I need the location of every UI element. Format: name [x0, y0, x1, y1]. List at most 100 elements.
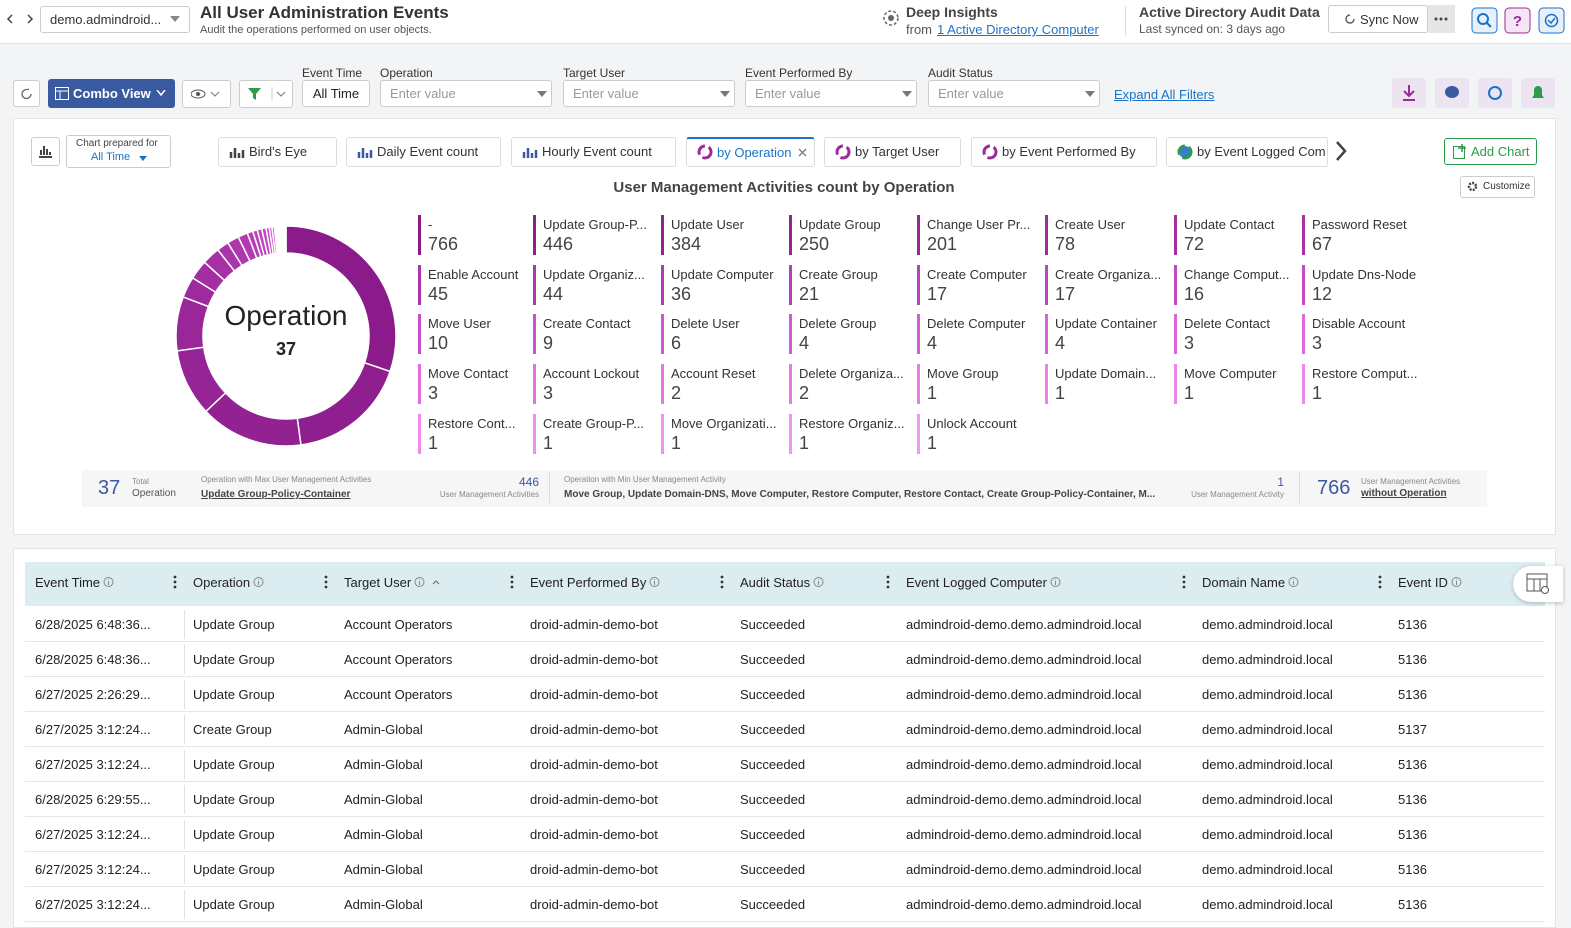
info-icon — [414, 576, 444, 588]
last-synced: Last synced on: 3 days ago — [1139, 22, 1285, 36]
legend-label: Enable Account — [428, 267, 518, 282]
legend-marker — [661, 414, 664, 454]
min-value: 1 — [1240, 475, 1284, 489]
legend-marker — [418, 215, 421, 255]
table-cell: droid-admin-demo-bot — [530, 897, 658, 912]
table-cell: droid-admin-demo-bot — [530, 757, 658, 772]
max-name[interactable]: Update Group-Policy-Container — [201, 489, 350, 500]
column-header[interactable]: Event Logged Computer — [906, 575, 1047, 590]
info-icon — [813, 576, 825, 588]
column-header[interactable]: Target User — [344, 575, 411, 590]
without-link[interactable]: without Operation — [1361, 488, 1447, 499]
table-cell: 5136 — [1398, 897, 1427, 912]
legend-value: 384 — [671, 234, 701, 255]
sort-arrow — [433, 581, 439, 584]
legend-marker — [789, 314, 792, 354]
legend-label: Change Comput... — [1184, 267, 1290, 282]
row-divider — [184, 680, 185, 709]
add-chart-label: Add Chart — [1471, 144, 1530, 159]
legend-label: Update Domain... — [1055, 366, 1156, 381]
menu-dot — [1379, 586, 1382, 589]
legend-label: Create Group-P... — [543, 416, 644, 431]
column-header[interactable]: Event Performed By — [530, 575, 646, 590]
summary-total-label: Total — [132, 477, 149, 486]
row-divider — [184, 645, 185, 674]
menu-dot — [174, 586, 177, 589]
legend-label: Delete Group — [799, 316, 876, 331]
legend-label: Update Container — [1055, 316, 1157, 331]
legend-label: Disable Account — [1312, 316, 1405, 331]
column-header[interactable]: Event Time — [35, 575, 100, 590]
without-unit: User Management Activities — [1361, 477, 1460, 486]
tab-close-icon[interactable] — [798, 148, 807, 157]
legend-marker — [1174, 215, 1177, 255]
menu-dot — [511, 576, 514, 579]
column-menu[interactable] — [324, 575, 328, 589]
row-divider — [184, 785, 185, 814]
legend-value: 10 — [428, 333, 448, 354]
legend-value: 3 — [543, 383, 553, 404]
workspace-name: demo.admindroid... — [50, 12, 161, 27]
column-header[interactable]: Audit Status — [740, 575, 810, 590]
filter-label: Event Performed By — [745, 66, 852, 80]
prepared-for-label: Chart prepared for — [76, 138, 158, 149]
menu-dot — [1379, 576, 1382, 579]
chart-icon — [38, 143, 53, 158]
legend-value: 1 — [1055, 383, 1065, 404]
column-header[interactable]: Domain Name — [1202, 575, 1285, 590]
table-cell: admindroid-demo.demo.admindroid.local — [906, 687, 1142, 702]
more-dots — [1434, 17, 1448, 21]
column-menu[interactable] — [510, 575, 514, 589]
page-title: All User Administration Events — [200, 3, 449, 23]
legend-label: - — [428, 217, 432, 232]
table-cell: Admin-Global — [344, 792, 423, 807]
column-header[interactable]: Operation — [193, 575, 250, 590]
column-menu[interactable] — [1182, 575, 1186, 589]
table-cell: Succeeded — [740, 792, 805, 807]
action-buttons[interactable] — [1392, 78, 1558, 109]
legend-label: Update Group-P... — [543, 217, 647, 232]
column-menu[interactable] — [720, 575, 724, 589]
legend-value: 1 — [1312, 383, 1322, 404]
header-icons[interactable]: ? — [1471, 7, 1567, 35]
legend-label: Create Contact — [543, 316, 630, 331]
legend-value: 1 — [799, 433, 809, 454]
column-menu[interactable] — [886, 575, 890, 589]
table-cell: 6/28/2025 6:48:36... — [35, 617, 151, 632]
column-menu[interactable] — [173, 575, 177, 589]
donut-center-label: Operation — [175, 300, 397, 332]
insights-link[interactable]: 1 Active Directory Computer — [937, 22, 1099, 37]
chart-tab[interactable]: by Event Performed By — [971, 137, 1157, 167]
separator — [549, 472, 550, 503]
legend-value: 3 — [1184, 333, 1194, 354]
table-cell: Account Operators — [344, 687, 452, 702]
view-icon — [55, 87, 69, 100]
table-cell: Succeeded — [740, 827, 805, 842]
legend-label: Create Group — [799, 267, 878, 282]
tab-icon — [835, 144, 851, 160]
menu-dot — [887, 586, 890, 589]
tabs-next[interactable] — [1334, 140, 1348, 162]
column-header[interactable]: Event ID — [1398, 575, 1448, 590]
separator — [1299, 472, 1300, 503]
max-unit: User Management Activities — [420, 490, 539, 499]
legend-label: Restore Comput... — [1312, 366, 1418, 381]
separator — [1125, 6, 1126, 36]
tab-icon — [357, 144, 373, 160]
menu-dot — [1379, 581, 1382, 584]
legend-marker — [1045, 265, 1048, 305]
row-divider — [184, 750, 185, 779]
table-cell: Admin-Global — [344, 862, 423, 877]
legend-marker — [1174, 314, 1177, 354]
insights-from: from — [906, 22, 932, 37]
legend-marker — [533, 414, 536, 454]
view-label: Combo View — [73, 86, 151, 101]
legend-marker — [917, 314, 920, 354]
menu-dot — [721, 586, 724, 589]
legend-value: 3 — [1312, 333, 1322, 354]
table-cell: admindroid-demo.demo.admindroid.local — [906, 722, 1142, 737]
legend-value: 45 — [428, 284, 448, 305]
column-menu[interactable] — [1378, 575, 1382, 589]
expand-filters-link[interactable]: Expand All Filters — [1114, 87, 1214, 102]
nav-arrows[interactable] — [4, 12, 36, 26]
